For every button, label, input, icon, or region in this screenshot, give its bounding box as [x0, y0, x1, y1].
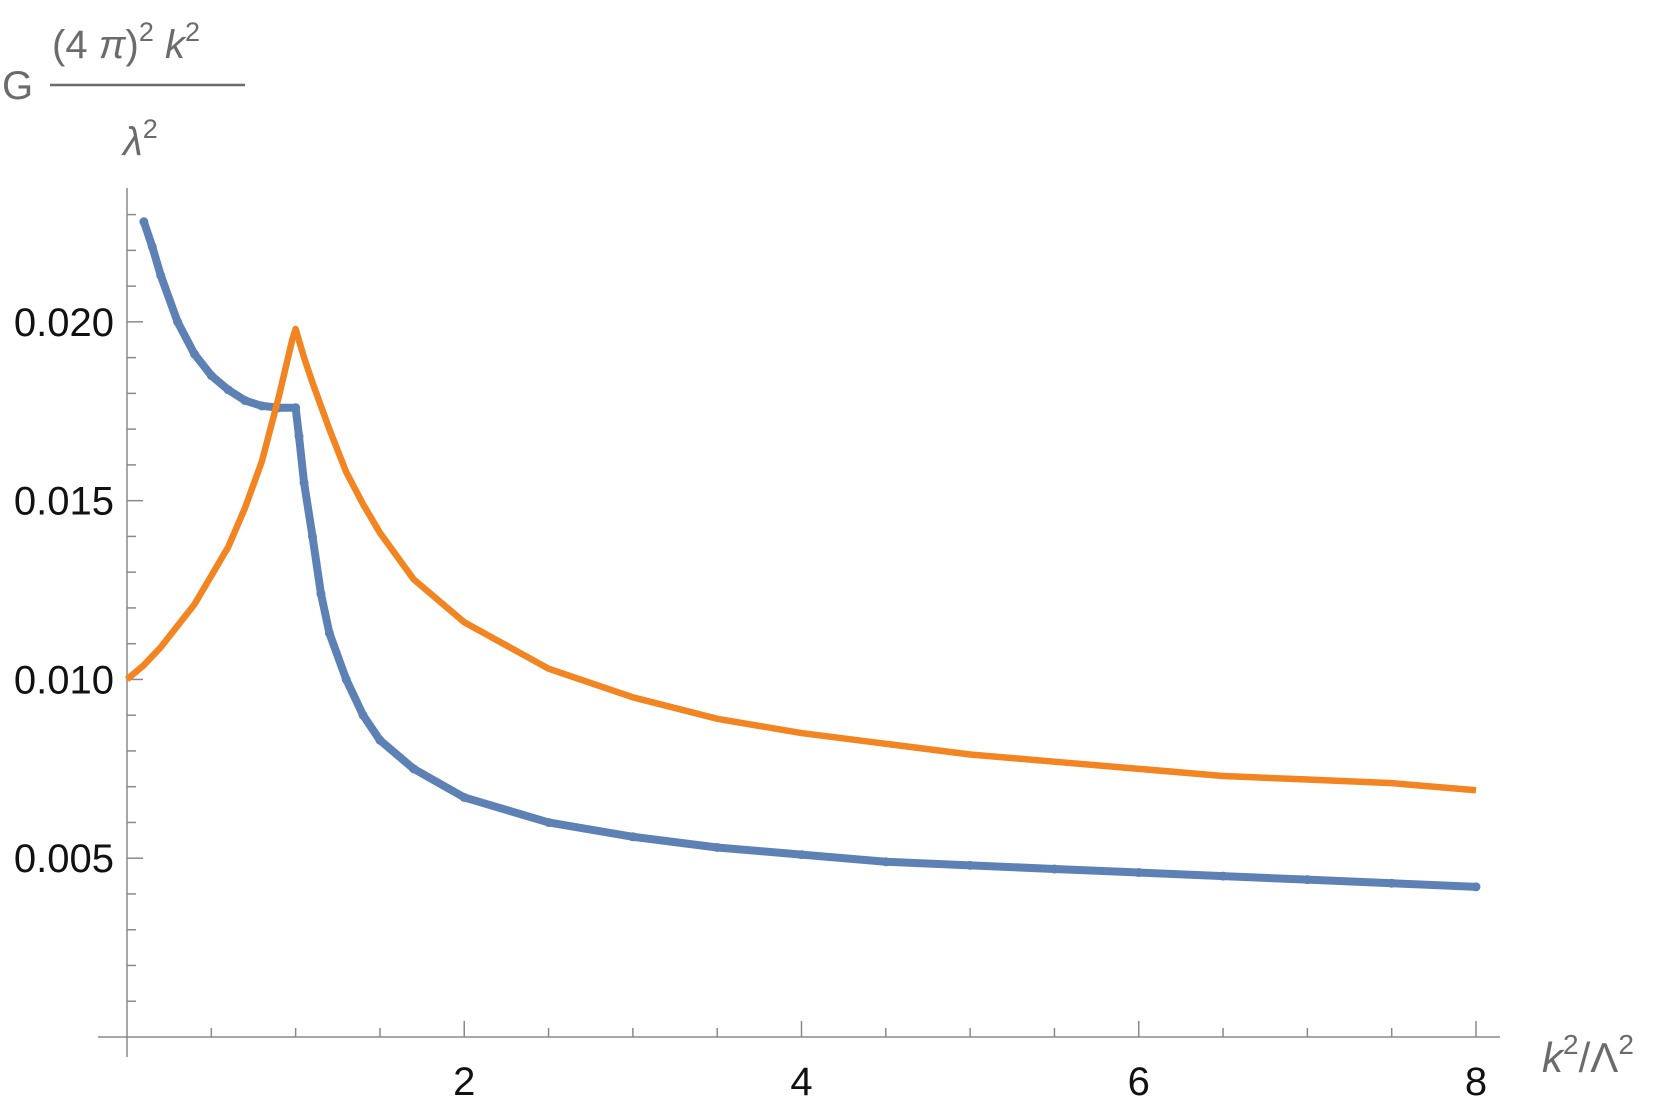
y-tick-label: 0.015	[14, 480, 114, 524]
series-1-point	[628, 832, 638, 842]
series-1-point	[797, 850, 806, 860]
series-1-point	[375, 735, 385, 745]
series-1-point	[409, 764, 419, 774]
series-1-point	[139, 217, 149, 227]
y-axis-label: G (4 π)2 k2 λ2	[2, 17, 245, 164]
series-1-point	[965, 860, 975, 870]
series-1-point	[307, 531, 317, 541]
series-1-point	[358, 710, 368, 720]
series-1-point	[1049, 864, 1059, 874]
series-1-point	[156, 270, 166, 280]
series-1-point	[544, 817, 554, 827]
series-1-point	[1134, 868, 1144, 878]
series-1-point	[324, 628, 334, 638]
y-axis-label-denominator: λ2	[121, 114, 158, 164]
series-1-point	[173, 317, 183, 327]
y-tick-label: 0.020	[14, 301, 114, 345]
series-1-point	[1302, 875, 1312, 885]
series-1-point	[881, 857, 891, 867]
series-1-point	[147, 242, 157, 252]
y-axis-label-prefix: G	[2, 64, 33, 108]
series-2-line	[124, 325, 1477, 794]
y-tick-label: 0.005	[14, 837, 114, 881]
x-axis-label: k2/Λ2	[1542, 1029, 1634, 1081]
series-1-point	[1387, 878, 1397, 888]
series-1-point	[294, 431, 304, 441]
series-1-point	[299, 478, 309, 488]
series-1-point	[1218, 871, 1228, 881]
series-1-point	[291, 403, 301, 413]
x-tick-label: 2	[453, 1060, 475, 1104]
series-1-curve	[139, 217, 1480, 891]
series-1-point	[223, 385, 233, 395]
series-1-point	[1471, 882, 1481, 892]
series-layer	[124, 217, 1481, 892]
series-1-point	[459, 792, 469, 802]
y-tick-label: 0.010	[14, 658, 114, 702]
x-tick-label: 6	[1128, 1060, 1150, 1104]
series-1-point	[189, 349, 199, 359]
series-1-point	[206, 371, 216, 381]
y-axis-label-numerator: (4 π)2 k2	[52, 17, 200, 67]
x-tick-label: 4	[790, 1060, 812, 1104]
series-1-point	[240, 396, 250, 406]
series-1-point	[712, 842, 722, 852]
series-1-point	[316, 589, 326, 599]
series-1-point	[341, 674, 351, 684]
x-tick-label: 8	[1465, 1060, 1487, 1104]
series-1-point	[257, 401, 267, 411]
axes: 2 4 6 8 0.005 0.010 0.015 0.020	[14, 188, 1500, 1104]
